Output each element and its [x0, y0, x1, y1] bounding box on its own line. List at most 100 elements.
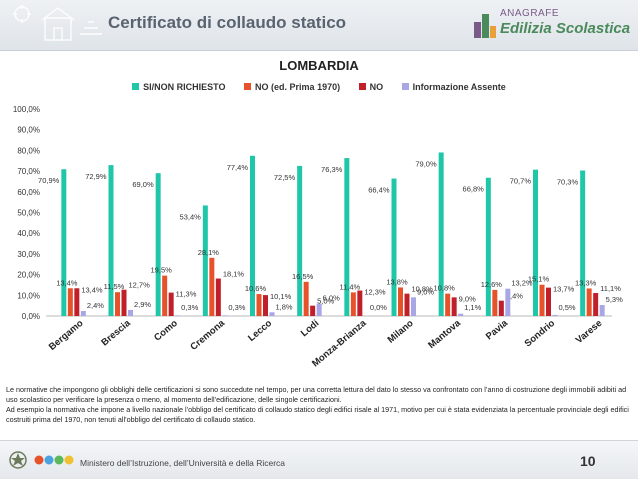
bar-brescia-series-1 [115, 292, 120, 316]
bar-cremona-series-3 [222, 315, 228, 316]
slide-title: Certificato di collaudo statico [108, 13, 347, 32]
data-label: 11,3% [176, 290, 197, 299]
bar-cremona-series-1 [209, 257, 215, 316]
bar-pavia-series-2 [498, 300, 504, 316]
bar-bergamo-series-2 [74, 288, 80, 316]
legend-item-si: SI/NON RICHIESTO [132, 82, 226, 92]
legend-swatch-no [358, 83, 366, 90]
bar-brescia-series-3 [128, 309, 133, 316]
x-tick-label: Mantova [426, 317, 463, 351]
data-label: 9,0% [459, 294, 476, 303]
data-label: 16,5% [292, 272, 314, 281]
data-label: 10,1% [270, 292, 292, 301]
data-label: 12,6% [481, 280, 503, 289]
y-tick-label: 40,0% [17, 229, 40, 238]
data-label: 0,3% [228, 303, 245, 312]
bar-como-series-0 [155, 173, 161, 316]
data-label: 66,8% [463, 185, 485, 194]
page-number: 10 [580, 453, 596, 469]
building-blocks-icon [474, 14, 496, 38]
data-label: 13,4% [81, 285, 103, 294]
chart-legend: SI/NON RICHIESTO NO (ed. Prima 1970) NO … [0, 82, 638, 92]
logo-edilizia-text: Edilizia Scolastica [500, 20, 631, 37]
bar-sondrio-series-0 [533, 169, 538, 316]
legend-item-informazione-assente: Informazione Assente [401, 82, 506, 92]
data-label: 79,0% [415, 159, 437, 168]
bar-monza-brianza-series-0 [344, 158, 350, 316]
data-label: 0,0% [370, 303, 387, 312]
bar-varese-series-0 [580, 170, 586, 316]
data-label: 2,9% [134, 300, 151, 309]
bar-lodi-series-1 [303, 281, 309, 316]
data-label: 0,5% [559, 303, 576, 312]
data-label: 10,8% [434, 284, 456, 293]
bar-pavia-series-1 [492, 289, 498, 316]
data-label: 9,0% [417, 287, 434, 296]
data-label: 5,0% [317, 297, 334, 306]
footnote-paragraph-2: Ad esempio la normativa che impone a liv… [6, 405, 629, 424]
y-tick-label: 30,0% [17, 250, 40, 259]
data-label: 13,3% [575, 278, 597, 287]
data-label: 0,3% [181, 303, 198, 312]
bar-sondrio-series-1 [539, 284, 545, 316]
bar-lodi-series-2 [310, 305, 316, 316]
bar-sondrio-series-2 [546, 287, 551, 316]
data-label: 2,4% [87, 301, 104, 310]
y-tick-label: 60,0% [17, 188, 40, 197]
bar-bergamo-series-1 [67, 288, 73, 316]
bar-lecco-series-0 [250, 155, 255, 316]
data-label: 10,6% [245, 284, 267, 293]
data-label: 13,2% [511, 279, 533, 288]
legend-label-informazione-assente: Informazione Assente [412, 82, 506, 92]
x-tick-label: Bergamo [47, 318, 86, 353]
legend-swatch-no-prima-1970 [244, 83, 252, 90]
data-label: 70,7% [510, 177, 532, 186]
bar-sondrio-series-3 [552, 314, 558, 316]
bar-mantova-series-0 [438, 152, 444, 316]
chart-title: LOMBARDIA [279, 58, 359, 73]
data-label: 66,4% [368, 186, 390, 195]
data-label: 53,4% [180, 212, 202, 221]
bar-chart: 0,0% 10,0% 20,0% 30,0% 40,0% 50,0% 60,0% 70,0% 8… [13, 105, 623, 369]
bar-varese-series-1 [586, 288, 592, 316]
legend-item-no-prima-1970: NO (ed. Prima 1970) [244, 82, 340, 92]
data-label: 6,0% [323, 294, 340, 303]
school-outline-icon [13, 5, 102, 41]
bar-lecco-series-3 [269, 312, 275, 316]
x-tick-label: Sondrio [523, 318, 558, 350]
data-label: 72,9% [85, 172, 107, 181]
bar-como-series-2 [168, 292, 174, 316]
legend-label-si: SI/NON RICHIESTO [143, 82, 226, 92]
bar-bergamo-series-0 [61, 169, 67, 316]
data-label: 19,5% [151, 266, 173, 275]
x-tick-label: Lodi [299, 318, 321, 339]
y-tick-label: 10,0% [17, 291, 40, 300]
data-label: 13,4% [56, 278, 78, 287]
data-label: 70,9% [38, 176, 60, 185]
x-tick-label: Brescia [99, 317, 133, 348]
anagrafe-logo: ANAGRAFE Edilizia Scolastica [468, 4, 634, 46]
bar-cremona-series-0 [202, 205, 208, 316]
republic-emblem-icon [9, 451, 27, 469]
y-tick-label: 70,0% [17, 167, 40, 176]
data-label: 72,5% [274, 173, 296, 182]
data-label: 10,8% [412, 285, 434, 294]
x-tick-label: Como [152, 318, 180, 344]
x-tick-label: Milano [386, 318, 416, 346]
y-tick-label: 80,0% [17, 146, 40, 155]
data-label: 13,7% [553, 285, 575, 294]
y-tick-label: 50,0% [17, 209, 40, 218]
logo-anagrafe-text: ANAGRAFE [500, 8, 560, 19]
y-tick-label: 100,0% [13, 105, 40, 114]
bar-varese-series-2 [593, 293, 599, 316]
bar-cremona-series-2 [215, 278, 221, 316]
x-tick-label: Cremona [188, 317, 227, 352]
data-label: 11,4% [339, 282, 360, 291]
bar-monza-brianza-series-2 [357, 290, 363, 316]
x-tick-label: Lecco [246, 318, 274, 344]
bar-como-series-1 [162, 275, 168, 316]
y-tick-label: 20,0% [17, 271, 40, 280]
legend-swatch-informazione-assente [401, 83, 409, 90]
legend-swatch-si [132, 83, 140, 90]
legend-item-no: NO [358, 82, 383, 92]
